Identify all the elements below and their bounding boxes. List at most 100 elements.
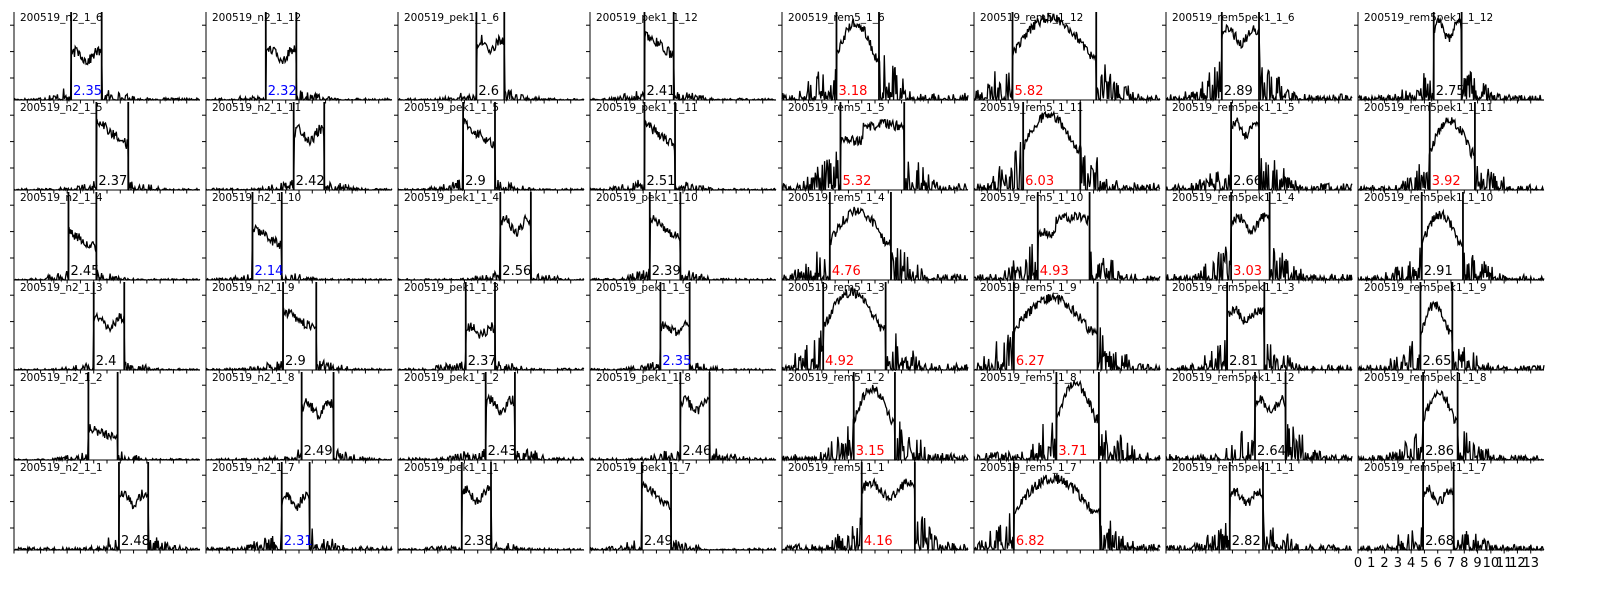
panel-title: 200519_pek1_1_2 [404,372,499,384]
signal-trace [589,480,777,553]
panel-title: 200519_pek1_1_8 [596,372,691,384]
signal-trace [589,215,776,283]
x-tick-label: 10 [1483,556,1500,571]
trace-panel: 200519_rem5_1_1 4.16 [778,462,969,554]
signal-trace [1165,395,1353,463]
x-tick-label: 6 [1434,556,1442,571]
value-label: 2.37 [468,354,497,369]
value-label: 3.15 [856,444,885,459]
value-label: 2.81 [1229,354,1258,369]
trace-panel: 200519_n2_1_12 2.32 [202,12,393,104]
panel-title: 200519_rem5pek1_1_2 [1172,372,1295,384]
value-label: 5.82 [1015,84,1044,99]
value-label: 6.27 [1016,354,1045,369]
value-label: 2.35 [662,354,691,369]
value-label: 2.41 [646,84,675,99]
signal-trace [1357,484,1545,553]
x-tick-label: 12 [1509,556,1526,571]
signal-trace [1357,17,1544,103]
trace-panel: 200519_rem5_1_6 3.18 [778,12,969,104]
value-label: 2.14 [255,264,284,279]
signal-trace [397,213,585,283]
value-label: 4.93 [1040,264,1069,279]
trace-panel: 200519_pek1_1_5 2.9 [394,102,585,194]
panel-title: 200519_pek1_1_7 [596,462,691,474]
signal-trace [589,319,776,373]
signal-trace [205,398,392,462]
trace-panel: 200519_rem5_1_4 4.76 [778,192,968,284]
trace-panel: 200519_rem5_1_12 5.82 [970,12,1161,104]
panel-title: 200519_rem5pek1_1_10 [1364,192,1493,204]
trace-panel: 200519_rem5pek1_1_1 2.82 [1162,462,1352,554]
signal-trace [398,33,585,103]
value-label: 4.92 [825,354,854,369]
x-tick-label: 13 [1522,556,1539,571]
signal-trace [589,118,777,193]
trace-panel: 200519_rem5_1_5 5.32 [778,102,969,194]
signal-trace [973,110,1161,193]
signal-trace [1357,116,1545,193]
trace-panel: 200519_rem5pek1_1_11 3.92 [1354,102,1545,194]
signal-trace [973,379,1161,463]
trace-panel: 200519_rem5_1_10 4.93 [970,192,1161,284]
signal-trace [973,211,1161,283]
panel-title: 200519_pek1_1_9 [596,282,691,294]
panel-title: 200519_n2_1_1 [20,462,103,474]
panel-title: 200519_rem5pek1_1_1 [1172,462,1295,474]
value-label: 2.48 [121,534,150,549]
panel-title: 200519_n2_1_12 [212,12,301,24]
value-label: 2.35 [73,84,102,99]
value-label: 2.91 [1424,264,1453,279]
trace-panel: 200519_rem5pek1_1_4 3.03 [1162,192,1353,284]
trace-panel: 200519_pek1_1_9 2.35 [586,282,776,374]
signal-trace [973,12,1161,103]
value-label: 3.18 [838,84,867,99]
panel-title: 200519_rem5pek1_1_6 [1172,12,1295,24]
signal-trace [781,206,968,283]
trace-panel: 200519_n2_1_7 2.31 [202,462,393,554]
value-label: 6.03 [1025,174,1054,189]
trace-panel: 200519_n2_1_10 2.14 [202,192,393,284]
signal-trace [1166,305,1353,373]
panel-title: 200519_pek1_1_11 [596,102,698,114]
value-label: 2.49 [304,444,333,459]
signal-trace [1165,487,1352,553]
trace-panel: 200519_rem5_1_3 4.92 [778,282,969,374]
trace-panel: 200519_pek1_1_4 2.56 [394,192,585,284]
panel-title: 200519_rem5pek1_1_5 [1172,102,1295,114]
signal-trace [205,307,393,373]
value-label: 2.39 [652,264,681,279]
panel-title: 200519_rem5_1_4 [788,192,885,204]
trace-panel: 200519_rem5pek1_1_3 2.81 [1162,282,1353,374]
value-label: 2.32 [268,84,297,99]
value-label: 2.4 [96,354,117,369]
signal-trace [1357,208,1545,283]
signal-trace [781,384,969,463]
panel-title: 200519_rem5pek1_1_12 [1364,12,1493,24]
trace-panel: 200519_pek1_1_7 2.49 [586,462,777,554]
signal-trace [397,117,585,193]
signal-trace [13,311,201,372]
value-label: 2.46 [682,444,711,459]
panel-title: 200519_pek1_1_5 [404,102,499,114]
signal-trace [398,322,585,372]
x-tick-label: 2 [1380,556,1388,571]
trace-panel: 200519_rem5pek1_1_10 2.91 [1354,192,1545,284]
value-label: 2.43 [488,444,517,459]
value-label: 2.64 [1257,444,1286,459]
panel-title: 200519_n2_1_4 [20,192,103,204]
panel-title: 200519_rem5_1_6 [788,12,885,24]
value-label: 2.66 [1233,174,1262,189]
trace-panel: 200519_rem5pek1_1_5 2.66 [1162,102,1353,194]
trace-panel: 200519_pek1_1_6 2.6 [394,12,585,104]
trace-panel: 200519_rem5_1_7 6.82 [970,462,1161,554]
signal-trace [589,395,777,463]
panel-title: 200519_n2_1_6 [20,12,103,24]
trace-panel: 200519_rem5pek1_1_9 2.65 [1354,282,1545,374]
panel-title: 200519_pek1_1_1 [404,462,499,474]
panel-title: 200519_rem5_1_10 [980,192,1083,204]
trace-panel: 200519_rem5_1_2 3.15 [778,372,969,464]
value-label: 2.86 [1425,444,1454,459]
signal-trace [205,491,393,553]
signal-trace [781,287,969,373]
